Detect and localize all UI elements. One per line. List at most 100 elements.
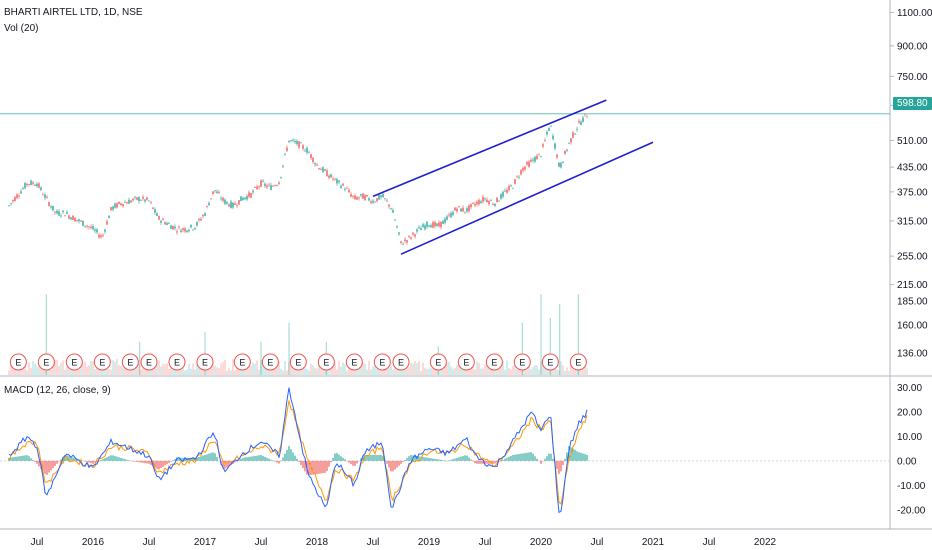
earnings-marker [429,353,447,371]
price-axis-label: 315.00 [897,216,928,227]
volume-bar [466,368,468,375]
volume-bar [212,363,214,375]
candle-body [168,223,170,225]
candle-body [394,219,396,221]
volume-bar [124,364,126,375]
macd-histogram-bar [532,453,534,461]
candle-body [492,204,494,205]
volume-bar [64,370,66,375]
volume-bar [472,367,474,375]
macd-histogram-bar [322,460,324,474]
candle-body [328,175,330,178]
candle-body [172,225,174,230]
volume-bar [458,360,460,375]
price-axis-label: 900.00 [897,41,928,52]
macd-histogram-bar [200,456,202,461]
volume-axis-label: 136.00 [897,349,928,360]
macd-histogram-bar [156,460,158,469]
earnings-marker [457,353,475,371]
volume-bar [66,366,68,375]
candle-body [362,193,364,199]
volume-bar [270,367,272,375]
candle-body [188,229,190,232]
volume-bar [178,369,180,375]
volume-bar [516,369,518,375]
volume-bar [422,362,424,375]
macd-histogram-bar [370,454,372,461]
earnings-marker-label: E [547,358,553,368]
candle-body [580,121,582,125]
time-axis-label: Jul [479,537,492,548]
candle-body [130,200,132,203]
macd-histogram-bar [230,460,232,466]
volume-bar [250,366,252,375]
volume-bar [534,365,536,375]
volume-bar [142,364,144,375]
macd-histogram-bar [394,460,396,470]
candle-body [120,203,122,206]
volume-bar [258,369,260,375]
volume-bar [78,369,80,375]
candle-body [68,215,70,219]
macd-axis-label: -20.00 [897,505,926,516]
volume-bar [38,366,40,375]
candle-body [276,185,278,186]
macd-histogram-bar [92,460,94,464]
volume-bar [488,366,490,375]
candle-body [108,215,110,219]
candle-body [576,129,578,130]
candle-body [416,229,418,232]
candle-body [574,133,576,135]
volume-bar [288,361,290,375]
macd-histogram-bar [496,460,498,463]
volume-bar [486,363,488,375]
candle-body [342,183,344,186]
macd-histogram-bar [110,455,112,461]
candle-body [476,201,478,205]
macd-histogram-bar [526,452,528,461]
volume-bar [50,369,52,375]
candle-body [294,141,296,143]
macd-histogram-bar [210,453,212,461]
macd-histogram-bar [18,456,20,461]
macd-histogram-bar [178,457,180,461]
earnings-marker [121,353,139,371]
volume-bar [40,365,42,375]
volume-bar [454,368,456,375]
candle-body [230,201,232,209]
volume-bar [128,366,130,375]
candle-body [426,221,428,227]
candle-body [100,235,102,238]
candles-group [8,113,588,245]
macd-histogram-bar [202,455,204,461]
candle-body [406,240,408,243]
volume-bar [122,367,124,375]
earnings-marker-label: E [71,358,77,368]
price-axis-label: 255.00 [897,252,928,263]
volume-bar [502,361,504,375]
volume-bar [12,364,14,375]
candle-body [564,151,566,155]
candle-body [376,198,378,202]
candle-body [548,127,550,131]
macd-histogram-bar [88,460,90,463]
candle-body [508,186,510,191]
macd-histogram-bar [134,460,136,462]
candle-body [182,228,184,230]
macd-histogram-bar [84,460,86,462]
candle-body [420,228,422,231]
candle-body [264,183,266,187]
macd-histogram-bar [324,460,326,473]
macd-histogram-bar [342,457,344,461]
macd-histogram-bar [426,457,428,461]
candle-body [502,191,504,197]
volume-bar [496,367,498,375]
candle-body [320,169,322,170]
volume-bar [98,366,100,375]
macd-histogram-bar [158,460,160,470]
volume-bar [564,370,566,375]
volume-bar [452,368,454,375]
candle-body [278,182,280,185]
candle-body [90,226,92,228]
